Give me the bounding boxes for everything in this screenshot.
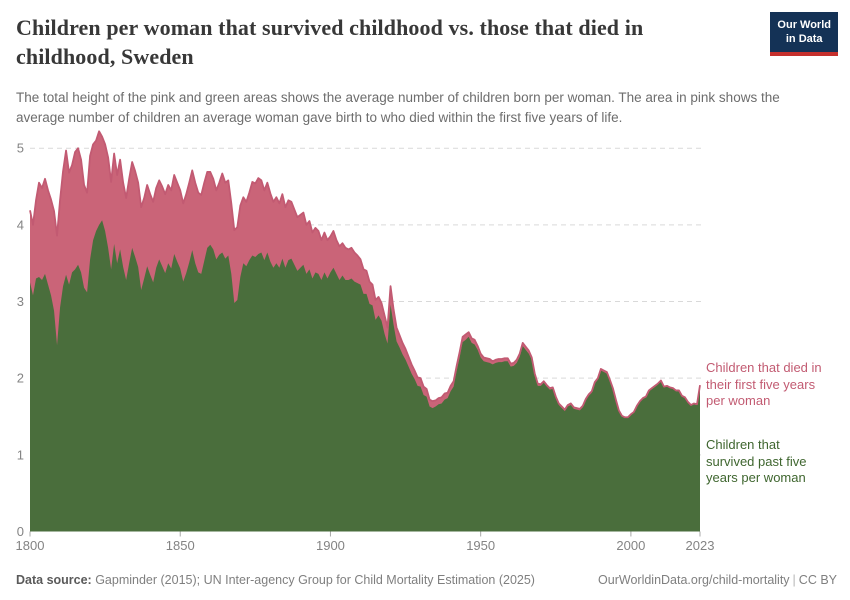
- y-axis-tick-label: 4: [17, 217, 24, 232]
- footer-separator: |: [792, 573, 796, 587]
- x-axis-tick-label: 1800: [16, 538, 45, 553]
- owid-logo-line2: in Data: [785, 33, 823, 46]
- x-axis-tick-label: 1900: [316, 538, 345, 553]
- chart-title: Children per woman that survived childho…: [16, 15, 644, 70]
- y-axis-tick-label: 1: [17, 447, 24, 462]
- x-axis-tick-label: 1950: [466, 538, 495, 553]
- footer-right: OurWorldinData.org/child-mortality | CC BY: [598, 573, 837, 587]
- owid-link[interactable]: OurWorldinData.org/child-mortality: [598, 573, 790, 587]
- survived-area: [30, 220, 700, 532]
- data-source-text: Gapminder (2015); UN Inter-agency Group …: [91, 573, 535, 587]
- owid-logo[interactable]: Our World in Data: [770, 12, 838, 56]
- y-axis-tick-label: 5: [17, 141, 24, 156]
- born-total-line: [29, 130, 701, 419]
- y-axis-tick-label: 3: [17, 294, 24, 309]
- x-axis-tick-label: 1850: [166, 538, 195, 553]
- y-axis-tick-label: 0: [17, 524, 24, 539]
- chart-subtitle: The total height of the pink and green a…: [16, 90, 780, 126]
- x-axis-tick-label: 2000: [616, 538, 645, 553]
- owid-logo-line1: Our World: [777, 19, 831, 31]
- chart-footer: Data source: Gapminder (2015); UN Inter-…: [16, 573, 837, 587]
- license-label: CC BY: [798, 573, 837, 587]
- x-axis-tick-label: 2023: [686, 538, 715, 553]
- legend-label-survived: Children that survived past five years p…: [706, 437, 807, 485]
- legend-label-died: Children that died in their first five y…: [706, 360, 822, 408]
- y-axis-tick-label: 2: [17, 371, 24, 386]
- data-source-label: Data source:: [16, 573, 92, 587]
